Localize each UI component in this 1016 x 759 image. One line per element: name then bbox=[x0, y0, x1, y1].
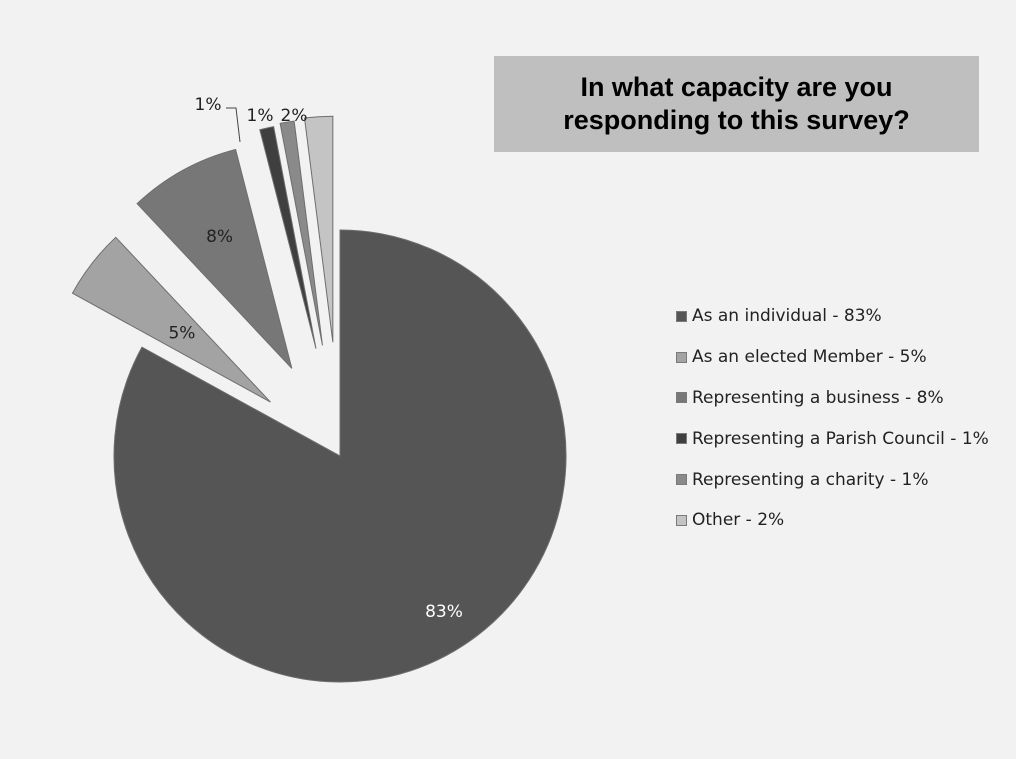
data-label: 2% bbox=[281, 106, 308, 126]
pie-slice bbox=[279, 120, 323, 346]
legend-label: As an elected Member - 5% bbox=[692, 347, 927, 368]
pie-slice bbox=[113, 229, 567, 683]
legend-swatch bbox=[676, 310, 687, 322]
legend-item: Representing a Parish Council - 1% bbox=[676, 418, 989, 459]
chart-title: In what capacity are you responding to t… bbox=[494, 56, 979, 152]
legend-item: Representing a business - 8% bbox=[676, 378, 989, 419]
pie-slice bbox=[71, 236, 271, 403]
legend-label: Other - 2% bbox=[692, 510, 785, 531]
data-label: 5% bbox=[168, 323, 195, 343]
legend-label: Representing a business - 8% bbox=[692, 387, 944, 408]
legend-item: Representing a charity - 1% bbox=[676, 459, 989, 500]
legend-item: As an elected Member - 5% bbox=[676, 337, 989, 378]
chart-title-line-1: In what capacity are you bbox=[580, 72, 893, 102]
leader-line bbox=[226, 107, 241, 143]
data-label: 8% bbox=[206, 227, 233, 247]
legend-label: Representing a charity - 1% bbox=[692, 469, 929, 490]
legend-item: As an individual - 83% bbox=[676, 296, 989, 337]
data-label: 1% bbox=[195, 95, 222, 115]
legend-swatch bbox=[676, 433, 687, 445]
legend-item: Other - 2% bbox=[676, 500, 989, 541]
legend-swatch bbox=[676, 474, 687, 486]
legend-swatch bbox=[676, 351, 687, 363]
chart-title-line-2: responding to this survey? bbox=[563, 105, 910, 135]
legend-swatch bbox=[676, 514, 687, 526]
legend-swatch bbox=[676, 392, 687, 404]
data-label: 1% bbox=[247, 106, 274, 126]
pie-slice bbox=[259, 126, 317, 349]
pie-slice bbox=[303, 115, 334, 343]
legend: As an individual - 83% As an elected Mem… bbox=[676, 296, 989, 541]
legend-label: Representing a Parish Council - 1% bbox=[692, 428, 989, 449]
data-label: 83% bbox=[425, 602, 463, 622]
legend-label: As an individual - 83% bbox=[692, 306, 882, 327]
pie-slice bbox=[136, 148, 293, 369]
